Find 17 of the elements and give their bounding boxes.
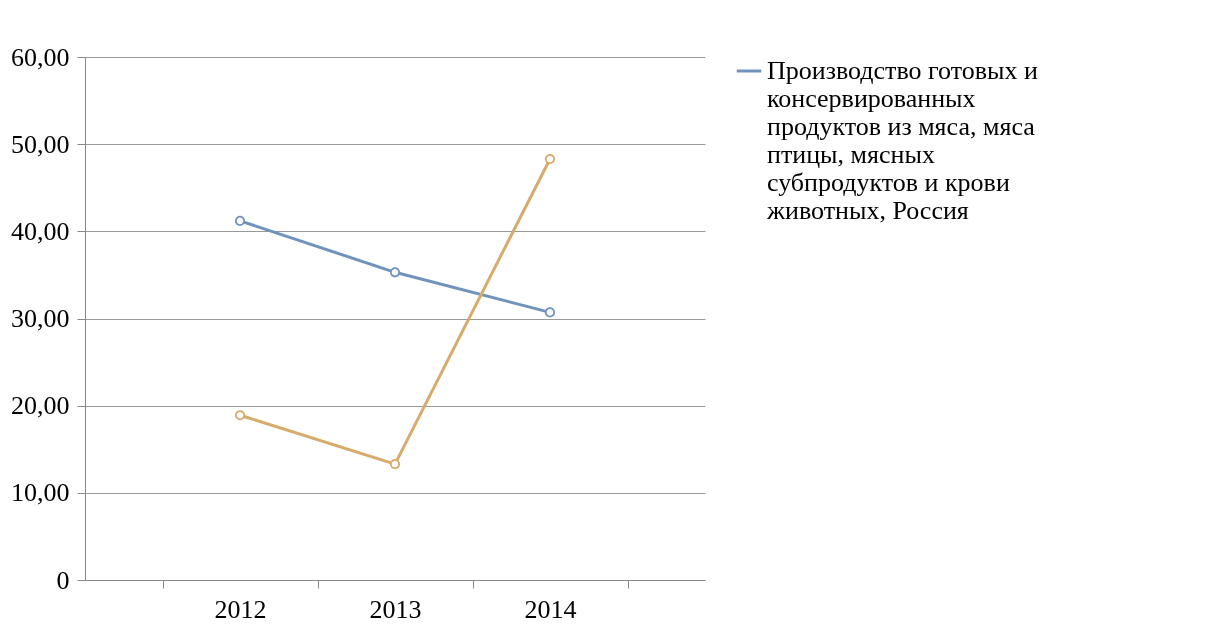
point	[234, 215, 246, 226]
y-tick-label: 50,00	[11, 129, 70, 159]
y-tick-label: 60,00	[11, 42, 70, 72]
legend-label: Производство готовых и консервированных продуктов из мяса, мяса птицы, мясных субпродуктов и крови животных, Россия	[766, 56, 1038, 225]
y-tick-label: 30,00	[11, 304, 70, 333]
point	[234, 410, 246, 421]
y-tick-label: 20,00	[11, 391, 70, 421]
y-tick-label: 10,00	[11, 478, 70, 508]
x-tick-label: 2014	[524, 594, 577, 624]
point	[544, 153, 556, 165]
point	[389, 267, 401, 278]
y-tick-label: 0	[56, 565, 70, 595]
x-tick-label: 2013	[369, 594, 422, 624]
point	[544, 307, 556, 318]
point	[389, 458, 401, 470]
y-tick-label: 40,00	[11, 216, 70, 246]
x-tick-label: 2012	[214, 594, 267, 624]
